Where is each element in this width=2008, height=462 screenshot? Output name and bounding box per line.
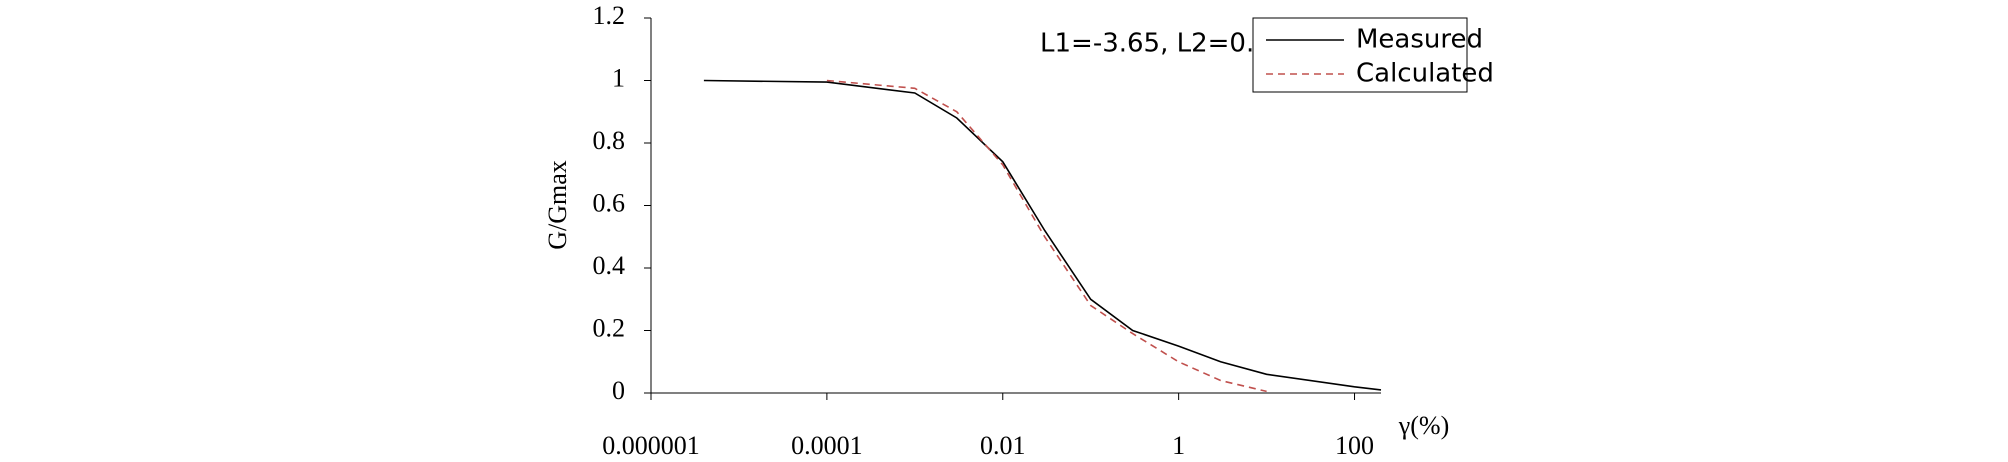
y-tick-label: 0.8 <box>593 126 626 155</box>
y-tick-label: 0.2 <box>593 313 626 342</box>
y-tick-label: 0.6 <box>593 188 626 217</box>
legend-label: Measured <box>1356 25 1483 55</box>
annotation: L1=-3.65, L2=0.5 <box>1040 29 1271 59</box>
x-tick-label: 1 <box>1172 431 1185 460</box>
legend-box <box>1252 17 1468 93</box>
series-line <box>826 79 1267 393</box>
y-axis-label: G/Gmax <box>543 160 572 250</box>
legend-label: Calculated <box>1356 59 1494 89</box>
x-axis-label: γ(%) <box>1398 411 1449 440</box>
x-tick-label: 0.0001 <box>791 431 863 460</box>
y-tick-label: 1 <box>612 63 625 92</box>
x-tick-label: 0.01 <box>980 431 1026 460</box>
x-tick-label: 100 <box>1335 431 1374 460</box>
series-line <box>703 79 1382 391</box>
y-tick-label: 1.2 <box>593 1 626 30</box>
x-tick-label: 0.000001 <box>602 431 700 460</box>
y-tick-label: 0 <box>612 376 625 405</box>
y-tick-label: 0.4 <box>593 251 626 280</box>
